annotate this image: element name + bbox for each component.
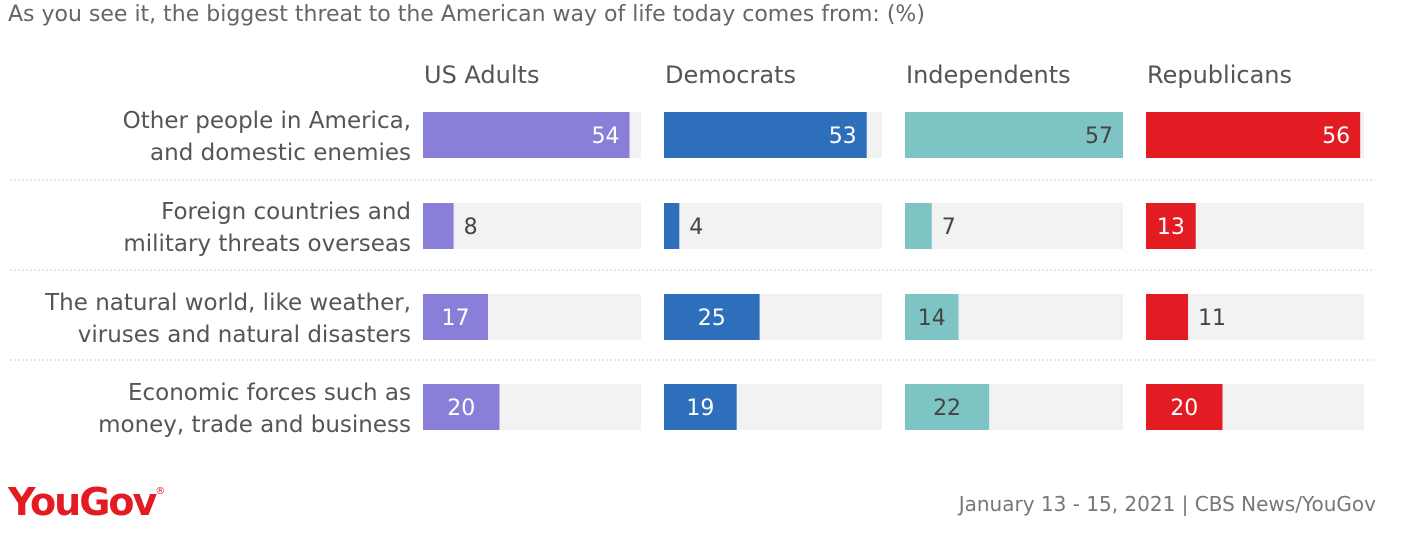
category-label: viruses and natural disasters — [78, 322, 411, 348]
bar — [423, 294, 489, 340]
category-label: money, trade and business — [98, 412, 411, 438]
category-label: Other people in America, — [123, 108, 411, 134]
data-label: 13 — [1157, 215, 1185, 240]
source-note: January 13 - 15, 2021 | CBS News/YouGov — [958, 492, 1376, 516]
data-label: 22 — [933, 396, 961, 421]
bar — [664, 112, 867, 158]
bar — [664, 384, 737, 430]
bar — [905, 112, 1123, 158]
data-label: 54 — [592, 124, 620, 149]
bar — [905, 203, 932, 249]
bar — [905, 294, 959, 340]
category-label: military threats overseas — [123, 231, 411, 257]
chart-title: As you see it, the biggest threat to the… — [8, 2, 925, 27]
series-header-2: Independents — [906, 61, 1071, 89]
chart: US Adults Democrats Independents Republican… — [10, 61, 1375, 438]
data-label: 17 — [442, 306, 470, 331]
bar — [905, 384, 990, 430]
data-label: 57 — [1085, 124, 1113, 149]
data-label: 20 — [1170, 396, 1198, 421]
data-label: 11 — [1198, 306, 1226, 331]
bar — [1146, 294, 1189, 340]
bar — [664, 203, 680, 249]
data-label: 4 — [689, 215, 703, 240]
data-label: 56 — [1322, 124, 1350, 149]
data-label: 8 — [464, 215, 478, 240]
data-label: 20 — [447, 396, 475, 421]
bar — [1146, 112, 1361, 158]
bar — [423, 384, 500, 430]
bar — [1146, 384, 1223, 430]
data-label: 14 — [918, 306, 946, 331]
data-label: 25 — [698, 306, 726, 331]
category-label: and domestic enemies — [150, 140, 411, 166]
series-header-3: Republicans — [1147, 61, 1292, 89]
bar — [423, 112, 630, 158]
bar-track — [664, 203, 882, 249]
category-label: The natural world, like weather, — [44, 290, 411, 316]
series-header-1: Democrats — [665, 61, 796, 89]
category-label: Foreign countries and — [161, 199, 411, 225]
bar — [664, 294, 760, 340]
bar-track — [423, 203, 641, 249]
bar — [1146, 203, 1196, 249]
category-label: Economic forces such as — [128, 380, 411, 406]
data-label: 7 — [942, 215, 956, 240]
data-label: 19 — [686, 396, 714, 421]
bar-track — [905, 203, 1123, 249]
yougov-logo: YouGov® — [8, 480, 166, 524]
series-header-0: US Adults — [424, 61, 539, 89]
data-label: 53 — [829, 124, 857, 149]
bar — [423, 203, 454, 249]
